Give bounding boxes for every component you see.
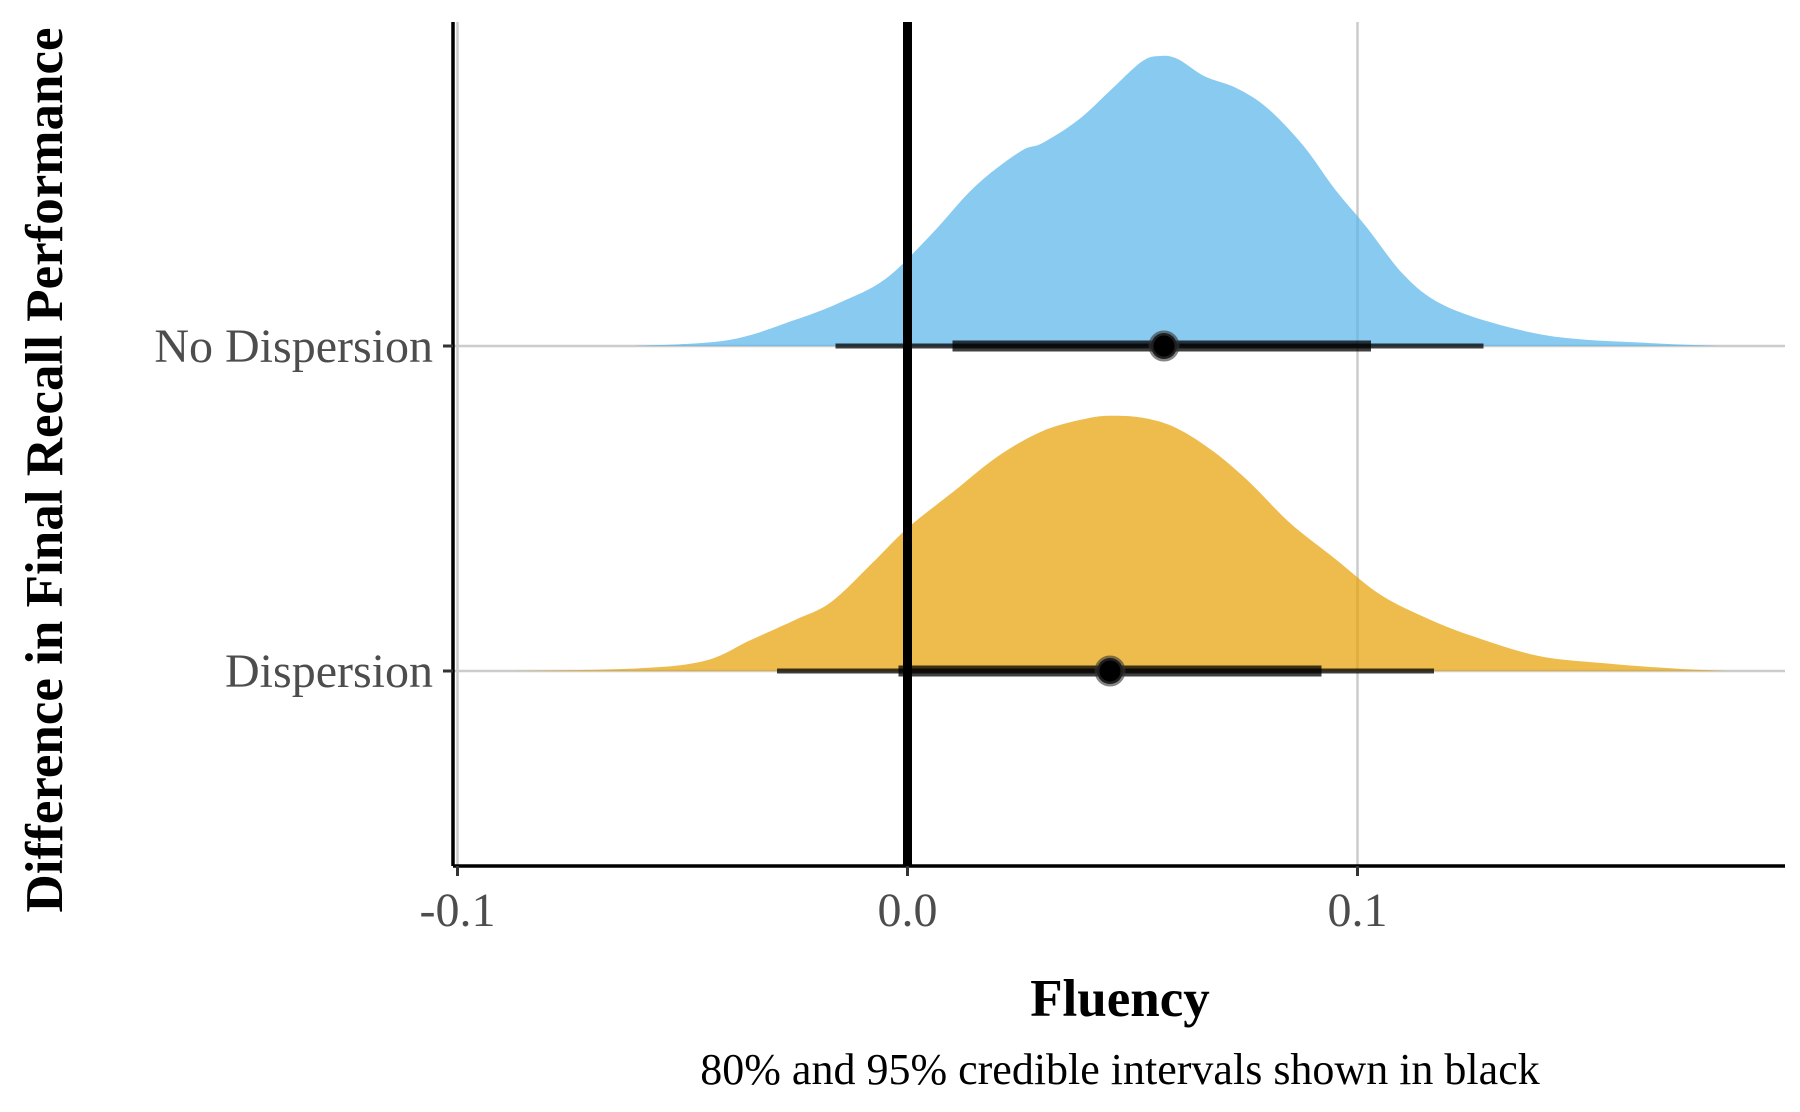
x-axis-title: Fluency [1030,970,1210,1028]
y-tick-label-no-dispersion: No Dispersion [154,320,433,373]
point-estimate-dispersion [1094,655,1126,687]
x-tick-label-0.1: 0.1 [1328,884,1388,937]
x-tick-label--0.1: -0.1 [420,884,496,937]
density-dispersion [511,415,1727,671]
point-estimate-no-dispersion [1148,330,1180,362]
density-no-dispersion [633,55,1718,346]
chart-caption: 80% and 95% credible intervals shown in … [700,1045,1539,1094]
y-tick-label-dispersion: Dispersion [225,645,433,698]
x-tick-labels: -0.1 0.0 0.1 [420,884,1388,937]
credible-intervals [777,330,1484,687]
density-ridges [511,55,1727,671]
y-axis-title: Difference in Final Recall Performance [16,28,74,913]
axes [443,22,1785,876]
y-tick-labels: No Dispersion Dispersion [154,320,433,698]
x-tick-label-0.0: 0.0 [878,884,938,937]
